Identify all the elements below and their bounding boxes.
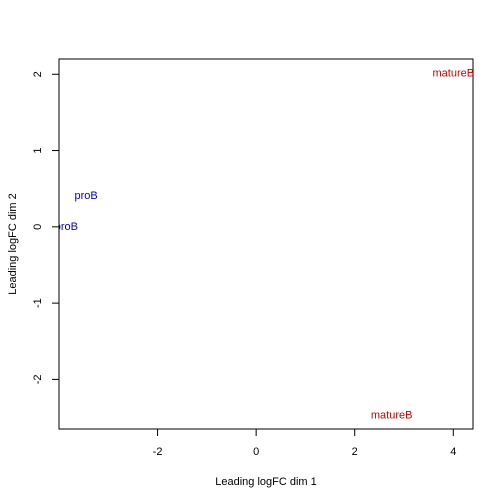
x-tick-label: -2 [153, 446, 163, 458]
x-tick-label: 2 [352, 446, 358, 458]
y-axis: -2 -1 0 1 2 [32, 71, 60, 385]
y-tick-label: 2 [32, 71, 44, 77]
plot-frame [58, 58, 474, 430]
y-tick-label: 0 [32, 224, 44, 230]
x-tick-label: 0 [253, 446, 259, 458]
x-axis-label: Leading logFC dim 1 [215, 476, 317, 488]
x-axis: -2 0 2 4 [153, 428, 456, 458]
data-points: proB proB matureB matureB [55, 68, 474, 422]
point-label-prob: proB [55, 221, 78, 233]
point-label-prob: proB [74, 190, 97, 202]
y-tick-label: -1 [32, 298, 44, 308]
y-tick-label: -2 [32, 375, 44, 385]
point-label-matureb: matureB [432, 68, 474, 80]
x-tick-label: 4 [450, 446, 456, 458]
y-tick-label: 1 [32, 147, 44, 153]
point-label-matureb: matureB [371, 410, 413, 422]
y-axis-label: Leading logFC dim 2 [7, 193, 19, 295]
